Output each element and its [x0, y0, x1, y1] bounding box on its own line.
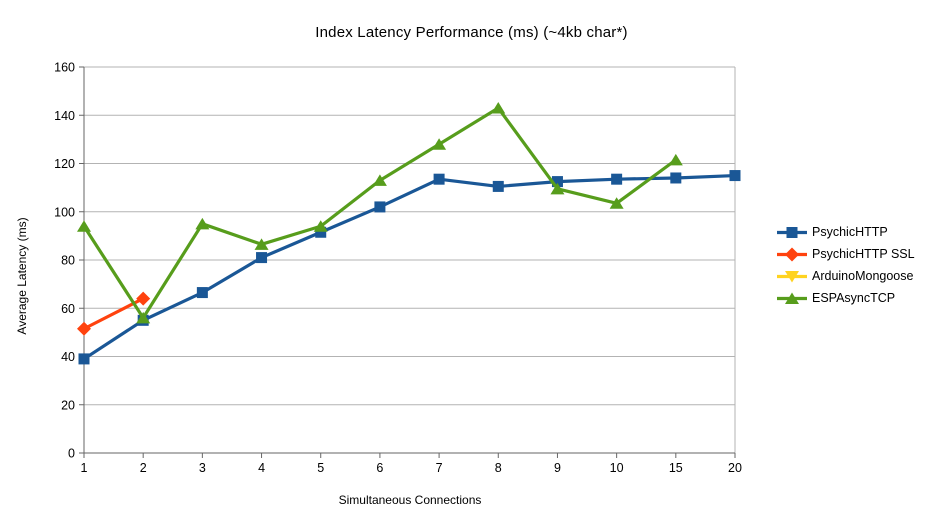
square-marker	[551, 176, 563, 188]
diamond-marker	[136, 291, 151, 306]
diamond-marker	[77, 321, 91, 336]
legend-item: ArduinoMongoose	[776, 265, 915, 287]
triangle-up-marker	[432, 138, 447, 150]
diamond-marker	[785, 247, 799, 261]
triangle-up-marker	[254, 238, 269, 250]
y-tick-label: 20	[61, 398, 75, 412]
y-tick-label: 160	[54, 61, 75, 75]
legend-label: ArduinoMongoose	[812, 269, 914, 283]
legend-item: ESPAsyncTCP	[776, 287, 915, 309]
chart-title: Index Latency Performance (ms) (~4kb cha…	[315, 24, 628, 41]
square-marker	[256, 252, 268, 264]
triangle-up-marker	[77, 220, 91, 232]
legend-swatch	[777, 226, 807, 238]
legend-item: PsychicHTTP	[776, 221, 915, 243]
triangle-up-marker	[136, 311, 151, 324]
square-marker	[78, 353, 90, 365]
y-axis-title: Average Latency (ms)	[15, 217, 29, 335]
square-marker	[729, 170, 741, 182]
y-tick-label: 80	[61, 254, 75, 268]
legend-label: PsychicHTTP	[812, 225, 888, 239]
y-tick-label: 0	[68, 447, 75, 461]
legend-item: PsychicHTTP SSL	[776, 243, 915, 265]
legend-swatch	[777, 270, 807, 282]
y-tick-label: 140	[54, 109, 75, 123]
y-tick-label: 100	[54, 205, 75, 219]
x-tick-label: 8	[495, 461, 502, 475]
triangle-up-marker	[195, 217, 210, 230]
x-tick-label: 2	[140, 461, 147, 475]
square-marker	[611, 173, 623, 185]
x-tick-label: 4	[258, 461, 265, 475]
legend-label: ESPAsyncTCP	[812, 291, 896, 305]
triangle-up-marker	[491, 102, 506, 114]
series-line-espasynctcp	[82, 106, 677, 320]
square-marker	[315, 226, 327, 238]
triangle-up-marker	[609, 197, 624, 209]
y-tick-label: 60	[61, 302, 75, 316]
legend: PsychicHTTP PsychicHTTP SSL ArduinoMongoos…	[776, 221, 915, 309]
square-marker	[433, 173, 445, 185]
legend-swatch	[777, 292, 807, 304]
triangle-up-marker	[785, 292, 799, 304]
triangle-up-marker	[668, 153, 683, 166]
x-tick-label: 20	[728, 461, 742, 475]
x-axis-title: Simultaneous Connections	[338, 493, 482, 507]
legend-label: PsychicHTTP SSL	[812, 247, 915, 261]
y-tick-label: 120	[54, 157, 75, 171]
x-tick-label: 6	[376, 461, 383, 475]
triangle-up-marker	[313, 220, 328, 232]
x-tick-label: 3	[199, 461, 206, 475]
y-tick-label: 40	[61, 350, 75, 364]
x-tick-label: 1	[81, 461, 88, 475]
legend-swatch	[777, 247, 807, 261]
square-marker	[374, 201, 386, 213]
triangle-up-marker	[550, 182, 565, 195]
series-line-psychichttp	[83, 173, 736, 361]
x-tick-label: 7	[436, 461, 443, 475]
triangle-down-marker	[785, 270, 799, 282]
x-tick-label: 15	[669, 461, 683, 475]
square-marker	[670, 172, 682, 184]
square-marker	[786, 226, 798, 238]
x-tick-label: 10	[610, 461, 624, 475]
square-marker	[492, 180, 504, 192]
x-tick-label: 9	[554, 461, 561, 475]
x-tick-label: 5	[317, 461, 324, 475]
square-marker	[196, 287, 208, 299]
triangle-up-marker	[372, 174, 387, 186]
